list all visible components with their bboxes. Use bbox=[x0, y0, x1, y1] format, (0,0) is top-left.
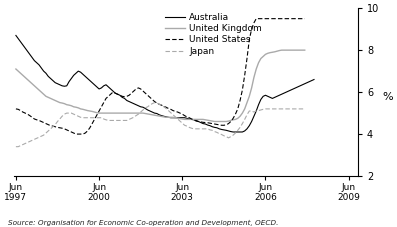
Australia bbox=[210, 125, 215, 128]
Legend: Australia, United Kingdom, United States, Japan: Australia, United Kingdom, United States… bbox=[161, 9, 266, 59]
Japan bbox=[187, 126, 192, 129]
United Kingdom bbox=[32, 84, 37, 87]
Australia bbox=[231, 131, 235, 133]
Line: Japan: Japan bbox=[16, 103, 305, 147]
United States bbox=[194, 120, 198, 122]
Australia bbox=[141, 106, 145, 109]
Japan bbox=[32, 138, 37, 141]
United Kingdom bbox=[205, 119, 210, 122]
United States bbox=[32, 118, 37, 120]
Text: Source: Organisation for Economic Co-operation and Development, OECD.: Source: Organisation for Economic Co-ope… bbox=[8, 220, 278, 226]
United Kingdom bbox=[303, 49, 307, 52]
Japan bbox=[13, 145, 18, 148]
United States bbox=[152, 100, 157, 103]
Australia bbox=[235, 131, 240, 133]
Japan bbox=[194, 128, 198, 130]
Japan bbox=[208, 128, 212, 131]
United States bbox=[90, 122, 94, 125]
United States bbox=[208, 122, 212, 125]
Australia bbox=[94, 86, 99, 88]
United States bbox=[73, 133, 78, 136]
United States bbox=[303, 17, 307, 20]
Japan bbox=[303, 108, 307, 110]
Japan bbox=[150, 102, 154, 105]
Australia bbox=[168, 116, 173, 119]
Australia bbox=[13, 34, 18, 37]
Y-axis label: %: % bbox=[382, 92, 393, 102]
Australia bbox=[312, 78, 316, 81]
United Kingdom bbox=[279, 49, 284, 52]
United Kingdom bbox=[185, 118, 189, 121]
United States bbox=[13, 108, 18, 110]
United Kingdom bbox=[87, 110, 92, 112]
United States bbox=[187, 116, 192, 119]
Line: United Kingdom: United Kingdom bbox=[16, 50, 305, 121]
United States bbox=[254, 17, 258, 20]
United Kingdom bbox=[191, 118, 196, 121]
United Kingdom bbox=[13, 68, 18, 70]
Line: Australia: Australia bbox=[16, 35, 314, 132]
Australia bbox=[249, 120, 254, 123]
Japan bbox=[87, 116, 92, 119]
United Kingdom bbox=[212, 120, 217, 123]
United Kingdom bbox=[150, 114, 154, 116]
Line: United States: United States bbox=[16, 19, 305, 134]
Japan bbox=[152, 101, 157, 104]
